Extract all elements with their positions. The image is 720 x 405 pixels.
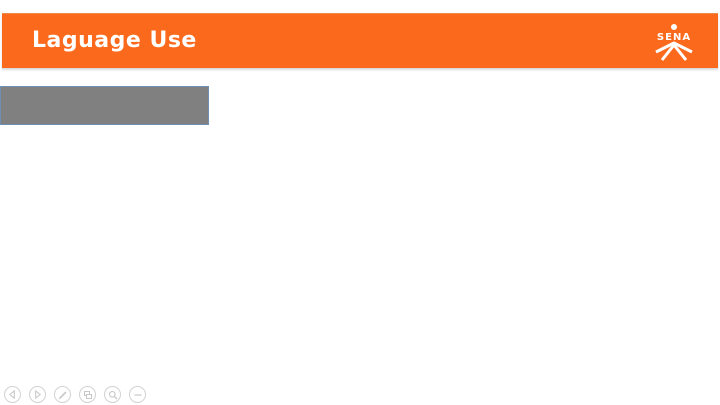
slides-grid-icon	[83, 390, 93, 400]
ellipsis-icon	[133, 390, 143, 400]
slideshow-toolbar	[4, 386, 146, 404]
arrow-left-icon	[8, 390, 17, 399]
slide-sorter-button[interactable]	[79, 386, 96, 403]
zoom-button[interactable]	[104, 386, 121, 403]
pen-tool-button[interactable]	[54, 386, 71, 403]
pen-icon	[58, 390, 68, 400]
arrow-right-icon	[33, 390, 42, 399]
next-slide-button[interactable]	[29, 386, 46, 403]
title-bar: Laguage Use SENA	[2, 13, 718, 69]
more-options-button[interactable]	[129, 386, 146, 403]
logo-text: SENA	[657, 32, 691, 43]
slide-title: Laguage Use	[32, 26, 197, 56]
sena-logo-icon: SENA	[650, 22, 698, 62]
content-placeholder-box	[1, 87, 208, 124]
previous-slide-button[interactable]	[4, 386, 21, 403]
magnifier-icon	[108, 390, 118, 400]
